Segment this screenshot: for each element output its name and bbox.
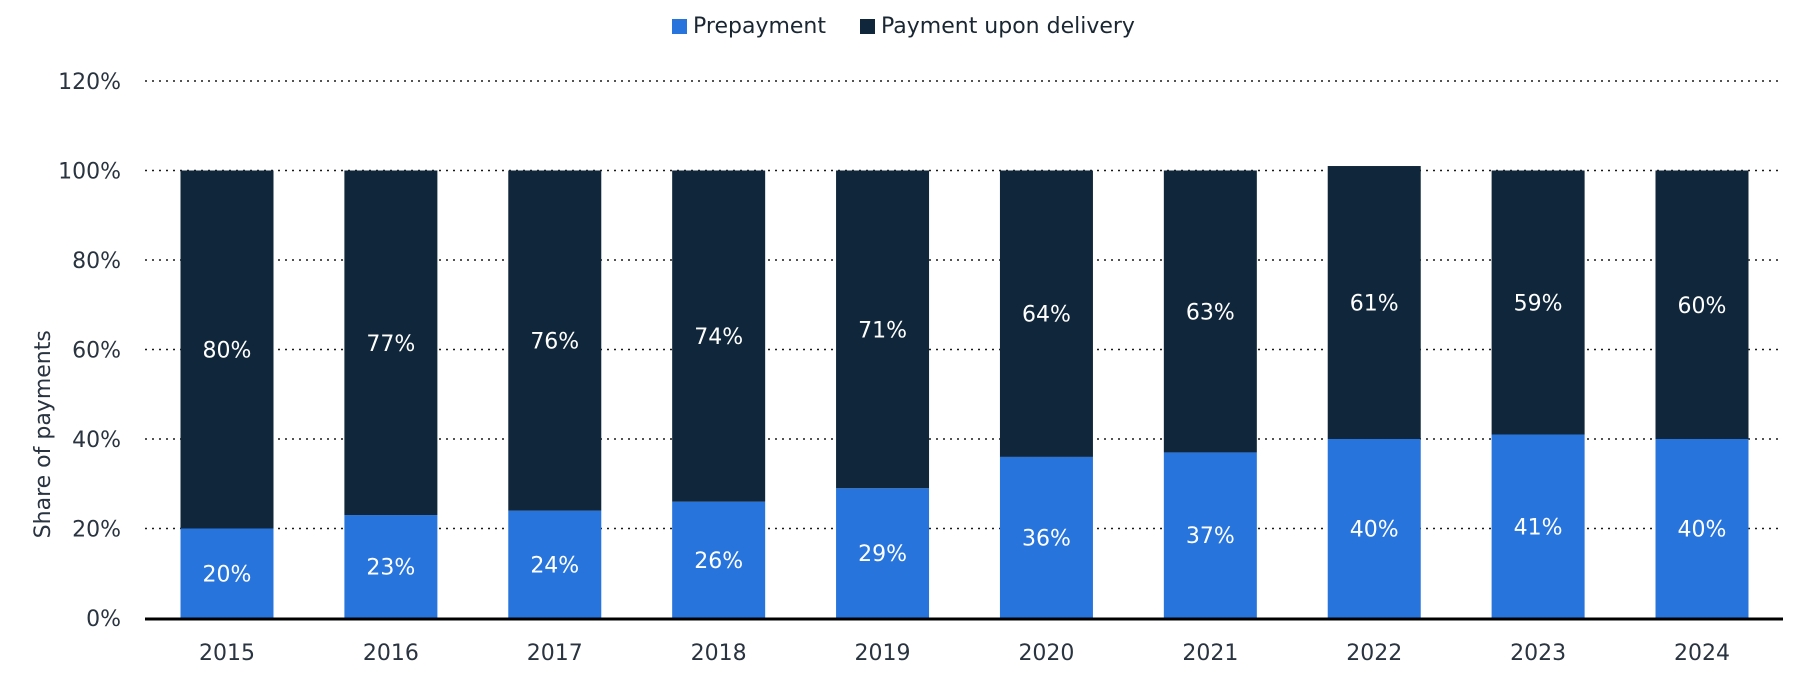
data-label-payment-upon-delivery-2022: 61%	[1350, 292, 1399, 317]
bar-payment-upon-delivery-2015	[180, 170, 274, 529]
bar-prepayment-2019	[836, 488, 930, 618]
x-tick-label-2021: 2021	[1182, 641, 1238, 666]
bar-prepayment-2024	[1655, 439, 1749, 618]
data-label-prepayment-2020: 36%	[1022, 526, 1071, 551]
bar-prepayment-2021	[1163, 452, 1257, 618]
bar-prepayment-2015	[180, 528, 274, 618]
legend-item-prepayment[interactable]: Prepayment	[672, 14, 826, 39]
legend-label-payment-upon-delivery: Payment upon delivery	[881, 14, 1135, 39]
data-label-payment-upon-delivery-2015: 80%	[203, 339, 252, 364]
bar-payment-upon-delivery-2017	[508, 170, 602, 511]
data-label-payment-upon-delivery-2023: 59%	[1514, 292, 1563, 317]
y-axis-title: Share of payments	[31, 330, 56, 538]
bar-prepayment-2016	[344, 515, 438, 618]
data-label-prepayment-2016: 23%	[366, 556, 415, 581]
legend-label-prepayment: Prepayment	[693, 14, 826, 39]
x-tick-label-2020: 2020	[1018, 641, 1074, 666]
x-tick-label-2024: 2024	[1674, 641, 1730, 666]
bar-payment-upon-delivery-2016	[344, 170, 438, 516]
bar-prepayment-2022	[1327, 439, 1421, 618]
y-tick-label-120: 120%	[58, 70, 121, 95]
y-tick-label-0: 0%	[86, 607, 121, 632]
bar-prepayment-2018	[672, 501, 766, 618]
x-tick-label-2015: 2015	[199, 641, 255, 666]
data-label-payment-upon-delivery-2024: 60%	[1678, 294, 1727, 319]
bar-payment-upon-delivery-2020	[999, 170, 1093, 457]
bar-payment-upon-delivery-2023	[1491, 170, 1585, 435]
y-tick-label-100: 100%	[58, 160, 121, 185]
x-tick-label-2023: 2023	[1510, 641, 1566, 666]
data-label-prepayment-2024: 40%	[1678, 518, 1727, 543]
data-label-prepayment-2018: 26%	[694, 549, 743, 574]
data-label-payment-upon-delivery-2016: 77%	[366, 332, 415, 357]
data-label-prepayment-2021: 37%	[1186, 524, 1235, 549]
bars: 20% 80% 23% 77% 24% 76% 26% 74% 29% 71% 36% 64% 37% 6…	[180, 166, 1749, 618]
y-axis-ticks: 0% 20% 40% 60% 80% 100% 120%	[58, 70, 121, 632]
x-tick-label-2017: 2017	[527, 641, 583, 666]
y-tick-label-80: 80%	[72, 249, 121, 274]
data-label-payment-upon-delivery-2017: 76%	[530, 330, 579, 355]
bar-payment-upon-delivery-2022	[1327, 166, 1421, 439]
legend-item-payment-upon-delivery[interactable]: Payment upon delivery	[860, 14, 1135, 39]
bar-prepayment-2020	[999, 456, 1093, 618]
data-label-prepayment-2023: 41%	[1514, 515, 1563, 540]
x-tick-label-2016: 2016	[363, 641, 419, 666]
data-label-payment-upon-delivery-2020: 64%	[1022, 303, 1071, 328]
x-tick-label-2018: 2018	[691, 641, 747, 666]
legend-swatch-prepayment	[672, 19, 688, 34]
y-tick-label-60: 60%	[72, 339, 121, 364]
x-tick-label-2019: 2019	[855, 641, 911, 666]
data-label-payment-upon-delivery-2021: 63%	[1186, 300, 1235, 325]
legend-swatch-payment-upon-delivery	[860, 19, 875, 34]
x-tick-label-2022: 2022	[1346, 641, 1402, 666]
data-label-payment-upon-delivery-2018: 74%	[694, 325, 743, 350]
legend: Prepayment Payment upon delivery	[0, 14, 1807, 39]
bar-prepayment-2023	[1491, 434, 1585, 618]
data-label-prepayment-2017: 24%	[530, 553, 579, 578]
bar-prepayment-2017	[508, 510, 602, 618]
data-label-prepayment-2022: 40%	[1350, 518, 1399, 543]
data-label-prepayment-2019: 29%	[858, 542, 907, 567]
y-tick-label-40: 40%	[72, 428, 121, 453]
bar-payment-upon-delivery-2021	[1163, 170, 1257, 453]
x-axis-ticks: 2015 2016 2017 2018 2019 2020 2021 2022 2023 2024	[199, 641, 1730, 666]
bar-payment-upon-delivery-2018	[672, 170, 766, 502]
data-label-payment-upon-delivery-2019: 71%	[858, 318, 907, 343]
bar-payment-upon-delivery-2024	[1655, 170, 1749, 439]
bar-payment-upon-delivery-2019	[836, 170, 930, 489]
y-tick-label-20: 20%	[72, 518, 121, 543]
data-label-prepayment-2015: 20%	[203, 562, 252, 587]
